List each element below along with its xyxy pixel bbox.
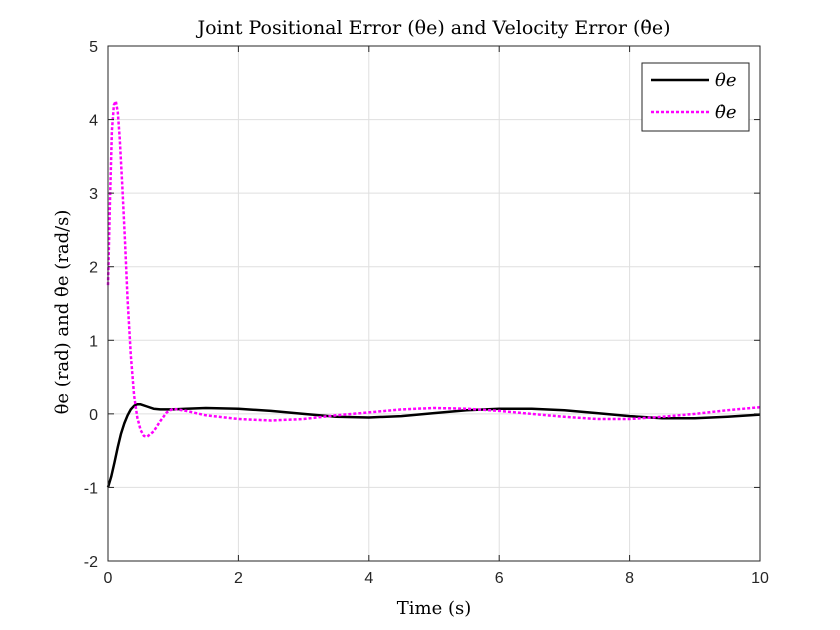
x-tick-label: 0 [104,570,113,587]
x-tick-label: 8 [625,570,634,587]
y-axis-label: θe (rad) and θ̇e (rad/s) [52,210,73,415]
legend-label-theta-dot-e: θ̇e [715,102,737,123]
y-tick-label: 1 [89,333,98,350]
x-tick-label: 4 [364,570,373,587]
y-tick-label: -2 [84,554,98,571]
y-tick-labels: -2 -1 0 1 2 3 4 5 [84,39,98,571]
tick-marks [107,45,761,562]
x-tick-label: 10 [751,570,769,587]
x-tick-label: 6 [495,570,504,587]
x-tick-labels: 0 2 4 6 8 10 [104,570,769,587]
y-tick-label: 5 [89,39,98,56]
y-tick-label: 2 [89,260,98,277]
legend-label-theta-e: θe [715,70,737,91]
series-line-1 [106,99,761,438]
chart-title: Joint Positional Error (θe) and Velocity… [195,17,670,39]
y-tick-label: 0 [89,407,98,424]
x-axis-label: Time (s) [397,598,472,619]
legend-box [641,62,750,132]
y-tick-label: 3 [89,186,98,203]
y-tick-label: -1 [84,480,98,497]
plot-area [108,46,760,561]
series-line-0 [106,403,761,488]
plot-frame [107,45,761,562]
legend: θe θ̇e [641,62,750,132]
y-tick-label: 4 [89,113,98,130]
series-lines [106,99,761,488]
x-tick-label: 2 [234,570,243,587]
